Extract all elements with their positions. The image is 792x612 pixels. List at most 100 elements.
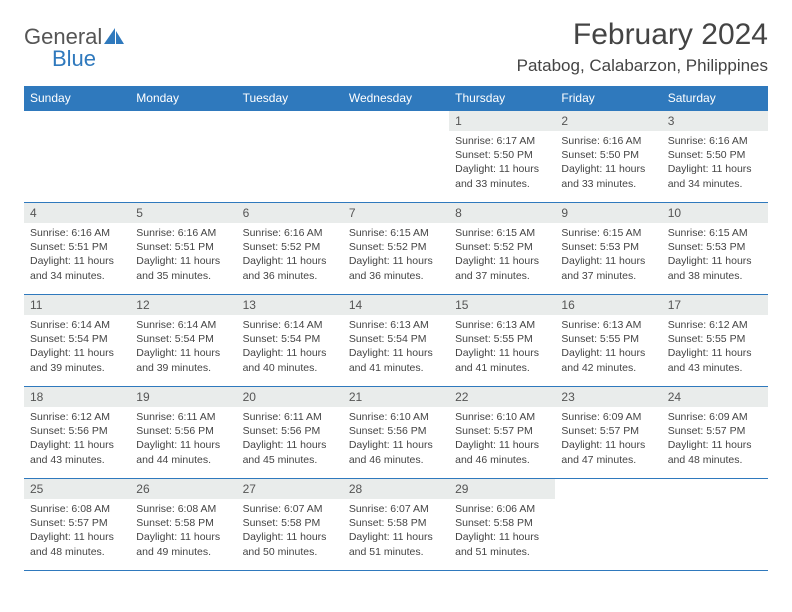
day-details: Sunrise: 6:10 AMSunset: 5:57 PMDaylight:… bbox=[449, 407, 555, 473]
day-details: Sunrise: 6:06 AMSunset: 5:58 PMDaylight:… bbox=[449, 499, 555, 565]
day-details: Sunrise: 6:13 AMSunset: 5:55 PMDaylight:… bbox=[449, 315, 555, 381]
dayname-header: Monday bbox=[130, 86, 236, 111]
day-details: Sunrise: 6:16 AMSunset: 5:52 PMDaylight:… bbox=[237, 223, 343, 289]
day-details: Sunrise: 6:14 AMSunset: 5:54 PMDaylight:… bbox=[237, 315, 343, 381]
dayname-header: Thursday bbox=[449, 86, 555, 111]
calendar-cell: 9Sunrise: 6:15 AMSunset: 5:53 PMDaylight… bbox=[555, 203, 661, 295]
day-details: Sunrise: 6:14 AMSunset: 5:54 PMDaylight:… bbox=[130, 315, 236, 381]
calendar-cell: 26Sunrise: 6:08 AMSunset: 5:58 PMDayligh… bbox=[130, 479, 236, 571]
calendar-cell: 12Sunrise: 6:14 AMSunset: 5:54 PMDayligh… bbox=[130, 295, 236, 387]
day-number: 24 bbox=[662, 387, 768, 407]
day-number: 29 bbox=[449, 479, 555, 499]
brand-logo: General Blue bbox=[24, 24, 126, 72]
day-details: Sunrise: 6:13 AMSunset: 5:54 PMDaylight:… bbox=[343, 315, 449, 381]
day-number: 18 bbox=[24, 387, 130, 407]
calendar-cell: 17Sunrise: 6:12 AMSunset: 5:55 PMDayligh… bbox=[662, 295, 768, 387]
calendar-cell: 11Sunrise: 6:14 AMSunset: 5:54 PMDayligh… bbox=[24, 295, 130, 387]
calendar-cell: 29Sunrise: 6:06 AMSunset: 5:58 PMDayligh… bbox=[449, 479, 555, 571]
day-details: Sunrise: 6:14 AMSunset: 5:54 PMDaylight:… bbox=[24, 315, 130, 381]
calendar-cell: 4Sunrise: 6:16 AMSunset: 5:51 PMDaylight… bbox=[24, 203, 130, 295]
day-details: Sunrise: 6:10 AMSunset: 5:56 PMDaylight:… bbox=[343, 407, 449, 473]
calendar-cell: 10Sunrise: 6:15 AMSunset: 5:53 PMDayligh… bbox=[662, 203, 768, 295]
calendar-row: 4Sunrise: 6:16 AMSunset: 5:51 PMDaylight… bbox=[24, 203, 768, 295]
day-details: Sunrise: 6:12 AMSunset: 5:56 PMDaylight:… bbox=[24, 407, 130, 473]
calendar-cell: 5Sunrise: 6:16 AMSunset: 5:51 PMDaylight… bbox=[130, 203, 236, 295]
day-details: Sunrise: 6:15 AMSunset: 5:52 PMDaylight:… bbox=[343, 223, 449, 289]
calendar-cell bbox=[130, 111, 236, 203]
day-number: 11 bbox=[24, 295, 130, 315]
day-number: 3 bbox=[662, 111, 768, 131]
day-details: Sunrise: 6:08 AMSunset: 5:57 PMDaylight:… bbox=[24, 499, 130, 565]
day-details: Sunrise: 6:07 AMSunset: 5:58 PMDaylight:… bbox=[343, 499, 449, 565]
calendar-cell: 24Sunrise: 6:09 AMSunset: 5:57 PMDayligh… bbox=[662, 387, 768, 479]
day-number: 26 bbox=[130, 479, 236, 499]
day-details: Sunrise: 6:09 AMSunset: 5:57 PMDaylight:… bbox=[555, 407, 661, 473]
dayname-header: Sunday bbox=[24, 86, 130, 111]
day-details: Sunrise: 6:17 AMSunset: 5:50 PMDaylight:… bbox=[449, 131, 555, 197]
day-details: Sunrise: 6:16 AMSunset: 5:51 PMDaylight:… bbox=[130, 223, 236, 289]
calendar-cell: 1Sunrise: 6:17 AMSunset: 5:50 PMDaylight… bbox=[449, 111, 555, 203]
calendar-cell bbox=[343, 111, 449, 203]
day-number: 1 bbox=[449, 111, 555, 131]
calendar-body: 1Sunrise: 6:17 AMSunset: 5:50 PMDaylight… bbox=[24, 111, 768, 571]
day-number: 15 bbox=[449, 295, 555, 315]
calendar-cell: 8Sunrise: 6:15 AMSunset: 5:52 PMDaylight… bbox=[449, 203, 555, 295]
day-details: Sunrise: 6:15 AMSunset: 5:52 PMDaylight:… bbox=[449, 223, 555, 289]
calendar-cell: 28Sunrise: 6:07 AMSunset: 5:58 PMDayligh… bbox=[343, 479, 449, 571]
day-details: Sunrise: 6:08 AMSunset: 5:58 PMDaylight:… bbox=[130, 499, 236, 565]
day-details: Sunrise: 6:09 AMSunset: 5:57 PMDaylight:… bbox=[662, 407, 768, 473]
calendar-table: SundayMondayTuesdayWednesdayThursdayFrid… bbox=[24, 86, 768, 571]
day-details: Sunrise: 6:16 AMSunset: 5:50 PMDaylight:… bbox=[662, 131, 768, 197]
day-number: 14 bbox=[343, 295, 449, 315]
calendar-row: 1Sunrise: 6:17 AMSunset: 5:50 PMDaylight… bbox=[24, 111, 768, 203]
dayname-header: Wednesday bbox=[343, 86, 449, 111]
day-details: Sunrise: 6:07 AMSunset: 5:58 PMDaylight:… bbox=[237, 499, 343, 565]
day-number: 20 bbox=[237, 387, 343, 407]
calendar-cell bbox=[24, 111, 130, 203]
dayname-header: Tuesday bbox=[237, 86, 343, 111]
calendar-cell: 16Sunrise: 6:13 AMSunset: 5:55 PMDayligh… bbox=[555, 295, 661, 387]
calendar-cell: 13Sunrise: 6:14 AMSunset: 5:54 PMDayligh… bbox=[237, 295, 343, 387]
calendar-row: 11Sunrise: 6:14 AMSunset: 5:54 PMDayligh… bbox=[24, 295, 768, 387]
calendar-row: 18Sunrise: 6:12 AMSunset: 5:56 PMDayligh… bbox=[24, 387, 768, 479]
calendar-cell: 3Sunrise: 6:16 AMSunset: 5:50 PMDaylight… bbox=[662, 111, 768, 203]
dayname-header: Saturday bbox=[662, 86, 768, 111]
calendar-cell: 15Sunrise: 6:13 AMSunset: 5:55 PMDayligh… bbox=[449, 295, 555, 387]
day-number: 28 bbox=[343, 479, 449, 499]
day-number: 6 bbox=[237, 203, 343, 223]
calendar-cell bbox=[237, 111, 343, 203]
calendar-cell: 27Sunrise: 6:07 AMSunset: 5:58 PMDayligh… bbox=[237, 479, 343, 571]
brand-sail-icon bbox=[104, 28, 126, 46]
day-details: Sunrise: 6:15 AMSunset: 5:53 PMDaylight:… bbox=[662, 223, 768, 289]
dayname-header: Friday bbox=[555, 86, 661, 111]
day-number: 23 bbox=[555, 387, 661, 407]
calendar-cell: 23Sunrise: 6:09 AMSunset: 5:57 PMDayligh… bbox=[555, 387, 661, 479]
day-details: Sunrise: 6:12 AMSunset: 5:55 PMDaylight:… bbox=[662, 315, 768, 381]
day-number: 16 bbox=[555, 295, 661, 315]
calendar-cell: 25Sunrise: 6:08 AMSunset: 5:57 PMDayligh… bbox=[24, 479, 130, 571]
calendar-cell: 19Sunrise: 6:11 AMSunset: 5:56 PMDayligh… bbox=[130, 387, 236, 479]
calendar-cell: 18Sunrise: 6:12 AMSunset: 5:56 PMDayligh… bbox=[24, 387, 130, 479]
location-subtitle: Patabog, Calabarzon, Philippines bbox=[517, 56, 768, 76]
day-details: Sunrise: 6:16 AMSunset: 5:50 PMDaylight:… bbox=[555, 131, 661, 197]
calendar-cell: 22Sunrise: 6:10 AMSunset: 5:57 PMDayligh… bbox=[449, 387, 555, 479]
day-number: 2 bbox=[555, 111, 661, 131]
day-number: 19 bbox=[130, 387, 236, 407]
calendar-cell: 20Sunrise: 6:11 AMSunset: 5:56 PMDayligh… bbox=[237, 387, 343, 479]
day-number: 8 bbox=[449, 203, 555, 223]
calendar-cell bbox=[555, 479, 661, 571]
day-number: 9 bbox=[555, 203, 661, 223]
day-number: 13 bbox=[237, 295, 343, 315]
header: General Blue February 2024 Patabog, Cala… bbox=[24, 18, 768, 76]
day-number: 5 bbox=[130, 203, 236, 223]
day-number: 10 bbox=[662, 203, 768, 223]
calendar-cell: 14Sunrise: 6:13 AMSunset: 5:54 PMDayligh… bbox=[343, 295, 449, 387]
month-title: February 2024 bbox=[517, 18, 768, 52]
day-number: 22 bbox=[449, 387, 555, 407]
calendar-cell bbox=[662, 479, 768, 571]
day-details: Sunrise: 6:13 AMSunset: 5:55 PMDaylight:… bbox=[555, 315, 661, 381]
calendar-row: 25Sunrise: 6:08 AMSunset: 5:57 PMDayligh… bbox=[24, 479, 768, 571]
calendar-cell: 6Sunrise: 6:16 AMSunset: 5:52 PMDaylight… bbox=[237, 203, 343, 295]
day-number: 4 bbox=[24, 203, 130, 223]
brand-word-2: Blue bbox=[24, 46, 126, 72]
